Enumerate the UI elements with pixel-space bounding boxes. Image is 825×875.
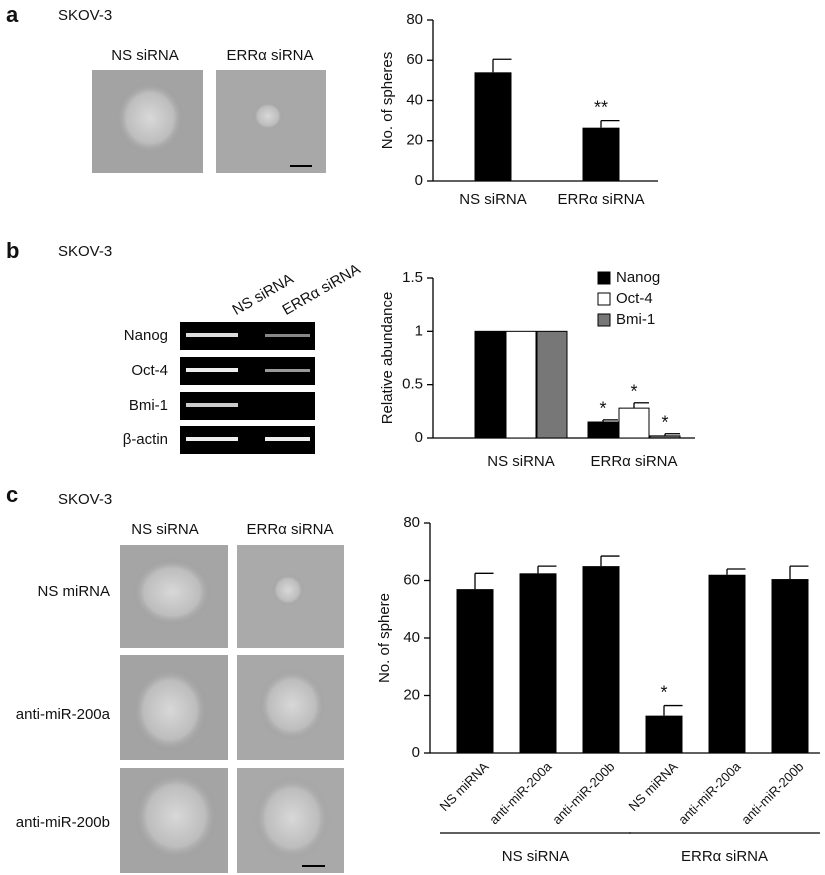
gel-row: Oct-4 — [131, 362, 168, 379]
bar — [645, 715, 683, 753]
y-tick-label: 1.5 — [402, 269, 423, 286]
x-tick-label: NS miRNA — [437, 759, 492, 814]
x-tick-label: anti-miR-200a — [675, 758, 744, 827]
bar — [771, 579, 809, 753]
significance: * — [660, 682, 667, 702]
y-tick-label: 1 — [415, 322, 423, 339]
bar — [582, 127, 620, 181]
legend-label: Nanog — [616, 269, 660, 286]
image-column: NS siRNA — [131, 521, 199, 538]
significance: * — [630, 382, 637, 402]
y-tick-label: 40 — [406, 91, 423, 108]
image-label: NS siRNA — [111, 47, 179, 64]
y-tick-label: 0 — [415, 429, 423, 446]
group-label: ERRα siRNA — [681, 848, 768, 865]
cell-line: SKOV-3 — [58, 7, 112, 24]
image-row: anti-miR-200a — [16, 706, 111, 723]
legend-label: Bmi-1 — [616, 311, 655, 328]
bar — [519, 573, 557, 753]
group-label: NS siRNA — [502, 848, 570, 865]
y-axis-label: No. of spheres — [379, 52, 396, 150]
gel-row: Nanog — [124, 327, 168, 344]
significance: ** — [594, 97, 608, 117]
image-row: anti-miR-200b — [16, 814, 110, 831]
bar — [649, 435, 681, 439]
gel — [180, 322, 315, 454]
bar — [618, 407, 650, 439]
y-tick-label: 20 — [406, 132, 423, 149]
cell-line: SKOV-3 — [58, 243, 112, 260]
y-tick-label: 60 — [406, 51, 423, 68]
significance: * — [599, 399, 606, 419]
gel-column: ERRα siRNA — [279, 261, 363, 319]
panel-letter: c — [6, 482, 18, 507]
bar — [474, 330, 506, 439]
panel-letter: b — [6, 238, 19, 263]
x-tick-label: NS siRNA — [487, 453, 555, 470]
cell-line: SKOV-3 — [58, 491, 112, 508]
legend-swatch — [597, 271, 611, 285]
y-tick-label: 0 — [412, 744, 420, 761]
y-tick-label: 20 — [403, 686, 420, 703]
bar — [536, 330, 568, 439]
bar — [582, 566, 620, 753]
y-axis-label: Relative abundance — [379, 292, 396, 425]
bar — [587, 421, 619, 439]
x-tick-label: NS miRNA — [626, 759, 681, 814]
image-label: ERRα siRNA — [226, 47, 313, 64]
bar — [505, 330, 537, 439]
y-tick-label: 0 — [415, 172, 423, 189]
significance: * — [661, 412, 668, 432]
gel-row: β-actin — [123, 431, 168, 448]
legend-swatch — [597, 292, 611, 306]
micrograph — [120, 545, 344, 873]
y-axis-label: No. of sphere — [376, 593, 393, 683]
x-tick-label: NS siRNA — [459, 191, 527, 208]
y-tick-label: 80 — [406, 11, 423, 28]
x-tick-label: anti-miR-200b — [738, 759, 806, 827]
x-tick-label: anti-miR-200a — [486, 758, 555, 827]
y-tick-label: 60 — [403, 571, 420, 588]
y-tick-label: 80 — [403, 514, 420, 531]
x-tick-label: anti-miR-200b — [549, 759, 617, 827]
micrograph — [92, 70, 326, 173]
bar — [456, 589, 494, 753]
image-row: NS miRNA — [37, 583, 110, 600]
legend-label: Oct-4 — [616, 290, 653, 307]
bar — [474, 72, 512, 181]
legend-swatch — [597, 313, 611, 327]
gel-row: Bmi-1 — [129, 397, 168, 414]
y-tick-label: 40 — [403, 629, 420, 646]
bar — [708, 574, 746, 753]
x-tick-label: ERRα siRNA — [590, 453, 677, 470]
image-column: ERRα siRNA — [246, 521, 333, 538]
panel-letter: a — [6, 2, 19, 27]
y-tick-label: 0.5 — [402, 376, 423, 393]
x-tick-label: ERRα siRNA — [557, 191, 644, 208]
